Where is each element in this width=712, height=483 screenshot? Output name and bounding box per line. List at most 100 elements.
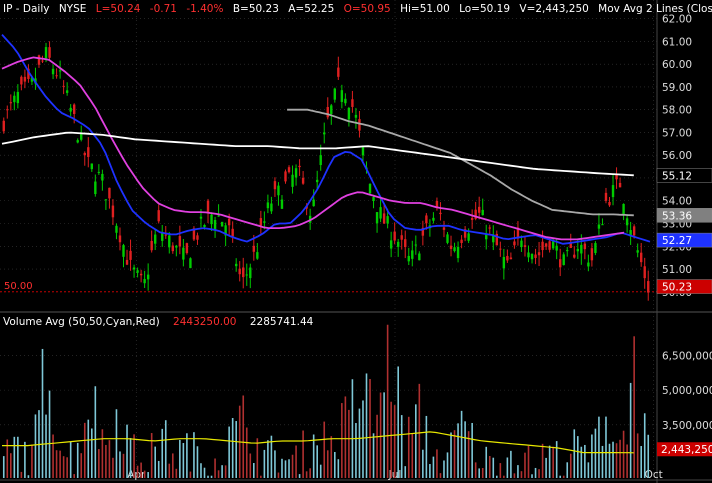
candle-body xyxy=(104,199,108,201)
volume-bars-group xyxy=(2,324,650,478)
candle-body xyxy=(312,199,315,207)
volume-bar xyxy=(45,414,47,478)
volume-bar xyxy=(189,471,192,478)
candle-body xyxy=(534,254,537,258)
volume-bar xyxy=(439,473,442,478)
candle-body xyxy=(298,165,301,168)
volume-bar xyxy=(80,453,83,478)
candle-body xyxy=(639,252,643,263)
volume-bar xyxy=(467,431,470,478)
candle-body xyxy=(393,231,396,241)
candle-body xyxy=(548,241,551,250)
volume-bar xyxy=(291,454,294,478)
candle-body xyxy=(601,224,604,226)
candle-body xyxy=(418,253,421,261)
volume-bar xyxy=(608,443,611,478)
volume-bar xyxy=(140,462,142,478)
volume-value: V=2,443,250 xyxy=(519,3,589,15)
candle-body xyxy=(435,200,439,208)
volume-bar xyxy=(464,421,466,478)
volume-bar xyxy=(362,400,364,478)
candle-body xyxy=(495,233,499,246)
volume-bar xyxy=(337,459,340,478)
volume-bar xyxy=(126,424,128,478)
volume-bar xyxy=(577,436,579,478)
volume-bar xyxy=(98,449,100,478)
volume-bar xyxy=(62,456,65,478)
exchange-label: NYSE xyxy=(58,3,87,15)
volume-bar xyxy=(478,468,480,478)
volume-bar xyxy=(203,467,206,478)
high-value: Hi=51.00 xyxy=(400,3,450,15)
candle-body xyxy=(340,90,344,102)
candle-body xyxy=(44,47,48,59)
volume-bar xyxy=(598,416,600,478)
volume-bar xyxy=(601,445,604,478)
candle-body xyxy=(351,99,354,107)
price-header: IP - Daily NYSE L=50.24 -0.71 -1.40% B=5… xyxy=(3,3,712,15)
month-label: Oct xyxy=(645,469,663,481)
candle-body xyxy=(566,250,569,252)
candle-body xyxy=(368,183,372,194)
candle-body xyxy=(266,202,270,209)
candle-body xyxy=(485,234,488,240)
candle-body xyxy=(76,140,79,143)
volume-bar xyxy=(626,444,628,478)
candle-body xyxy=(153,234,157,244)
volume-bar xyxy=(129,437,132,478)
price-label-text: 53.36 xyxy=(662,210,692,222)
candle-body xyxy=(16,91,20,104)
candle-body xyxy=(326,107,329,118)
bid-value: B=50.23 xyxy=(232,3,279,15)
volume-bar xyxy=(415,404,417,478)
volume-bar xyxy=(436,449,438,478)
candle-body xyxy=(196,235,199,240)
candle-body xyxy=(284,171,287,182)
candle-body xyxy=(382,213,386,224)
candle-body xyxy=(625,218,629,226)
moving-average-ma200 xyxy=(1,131,634,177)
candle-body xyxy=(199,216,203,219)
volume-bar xyxy=(242,395,245,478)
candle-body xyxy=(520,240,523,248)
candle-body xyxy=(636,250,639,253)
candle-body xyxy=(439,212,442,215)
candle-body xyxy=(411,250,414,259)
candle-body xyxy=(118,235,122,243)
candle-body xyxy=(414,244,418,246)
candle-body xyxy=(562,254,565,266)
last-price: L=50.24 xyxy=(95,3,141,15)
volume-bar xyxy=(517,465,519,478)
volume-bar xyxy=(552,446,554,478)
candle-body xyxy=(358,119,361,131)
volume-bar xyxy=(418,383,421,478)
volume-bar xyxy=(196,446,199,478)
volume-bar xyxy=(548,445,551,478)
candle-body xyxy=(234,263,238,267)
candle-body xyxy=(354,114,358,118)
candle-body xyxy=(280,199,284,209)
candle-body xyxy=(425,215,428,224)
candle-body xyxy=(481,209,484,216)
candle-body xyxy=(618,182,622,188)
volume-bar xyxy=(390,401,392,478)
volume-bar xyxy=(432,456,435,478)
candle-body xyxy=(101,173,104,181)
candle-body xyxy=(206,200,210,213)
volume-bar xyxy=(358,408,361,478)
volume-bar xyxy=(640,446,642,478)
candle-body xyxy=(231,228,234,237)
candle-body xyxy=(632,226,636,236)
volume-bar xyxy=(633,336,635,478)
volume-bar xyxy=(460,410,463,478)
candle-body xyxy=(203,224,206,228)
candle-body xyxy=(470,218,474,220)
volume-bar xyxy=(210,475,213,478)
volume-bar xyxy=(112,457,114,478)
candle-body xyxy=(90,163,94,170)
volume-bar xyxy=(73,474,75,478)
candle-body xyxy=(467,233,470,241)
volume-bar xyxy=(10,453,12,478)
candle-body xyxy=(263,221,266,223)
candle-body xyxy=(30,77,34,82)
